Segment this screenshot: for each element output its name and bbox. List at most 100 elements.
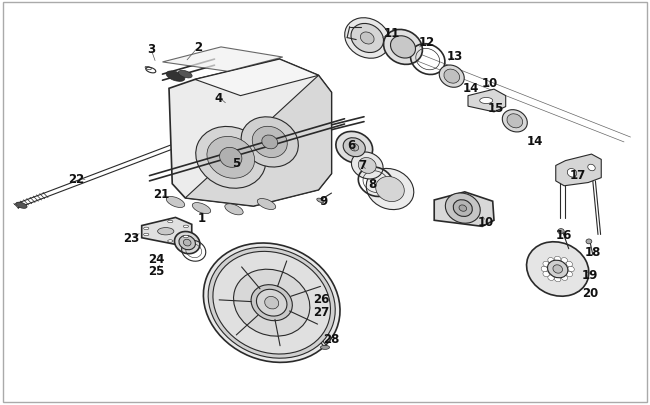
Text: 4: 4 — [215, 92, 223, 104]
Text: 15: 15 — [488, 102, 504, 115]
Polygon shape — [162, 48, 283, 72]
Ellipse shape — [208, 247, 335, 358]
Ellipse shape — [203, 243, 340, 362]
Ellipse shape — [459, 205, 467, 212]
Ellipse shape — [561, 275, 567, 281]
Ellipse shape — [196, 127, 266, 189]
Ellipse shape — [174, 232, 200, 254]
Ellipse shape — [183, 236, 188, 238]
Ellipse shape — [384, 30, 423, 65]
Text: 11: 11 — [384, 27, 400, 40]
Ellipse shape — [233, 270, 310, 336]
Ellipse shape — [568, 266, 574, 272]
Ellipse shape — [352, 153, 383, 179]
Polygon shape — [195, 60, 318, 96]
Text: 27: 27 — [313, 305, 330, 318]
Ellipse shape — [554, 257, 561, 262]
Polygon shape — [434, 192, 494, 227]
Ellipse shape — [265, 297, 279, 309]
Ellipse shape — [252, 127, 287, 158]
Ellipse shape — [541, 266, 547, 272]
Ellipse shape — [320, 345, 330, 350]
Ellipse shape — [558, 229, 564, 234]
FancyBboxPatch shape — [3, 3, 647, 402]
Ellipse shape — [16, 202, 27, 209]
Ellipse shape — [251, 285, 292, 321]
Ellipse shape — [586, 239, 592, 244]
Ellipse shape — [543, 272, 549, 277]
Ellipse shape — [144, 234, 149, 236]
Ellipse shape — [502, 111, 527, 132]
Text: 14: 14 — [463, 82, 480, 95]
Ellipse shape — [358, 158, 376, 174]
Ellipse shape — [445, 194, 480, 224]
Ellipse shape — [168, 221, 173, 223]
Ellipse shape — [166, 197, 185, 208]
Text: 9: 9 — [319, 194, 327, 207]
Polygon shape — [556, 155, 601, 186]
Polygon shape — [185, 76, 332, 207]
Ellipse shape — [548, 258, 554, 263]
Text: 16: 16 — [556, 228, 573, 241]
Text: 1: 1 — [198, 211, 205, 224]
Ellipse shape — [526, 242, 589, 296]
Ellipse shape — [166, 72, 185, 82]
Ellipse shape — [192, 203, 211, 214]
Ellipse shape — [444, 70, 460, 84]
Ellipse shape — [336, 132, 372, 164]
Ellipse shape — [257, 199, 276, 210]
Text: 23: 23 — [124, 232, 140, 245]
Text: 8: 8 — [369, 177, 376, 190]
Ellipse shape — [225, 204, 243, 215]
Text: 5: 5 — [232, 156, 240, 169]
Text: 26: 26 — [313, 292, 330, 305]
Ellipse shape — [317, 198, 324, 203]
Ellipse shape — [168, 240, 173, 243]
Ellipse shape — [439, 66, 464, 88]
Ellipse shape — [554, 277, 561, 282]
Ellipse shape — [360, 33, 374, 45]
Ellipse shape — [376, 177, 404, 202]
Polygon shape — [169, 60, 332, 207]
Text: 18: 18 — [584, 245, 601, 258]
Ellipse shape — [366, 169, 414, 210]
Text: 7: 7 — [359, 159, 367, 172]
Ellipse shape — [179, 236, 196, 250]
Ellipse shape — [178, 71, 192, 79]
Text: 13: 13 — [447, 50, 463, 63]
Text: 22: 22 — [69, 173, 85, 185]
Text: 14: 14 — [526, 134, 543, 147]
Ellipse shape — [158, 228, 174, 235]
Ellipse shape — [547, 260, 568, 278]
Ellipse shape — [543, 262, 549, 267]
Text: 3: 3 — [147, 43, 155, 56]
Ellipse shape — [567, 169, 577, 177]
Ellipse shape — [480, 98, 493, 104]
Text: 17: 17 — [569, 168, 586, 181]
Ellipse shape — [343, 139, 365, 157]
Ellipse shape — [507, 115, 523, 128]
Ellipse shape — [566, 272, 573, 277]
Ellipse shape — [183, 240, 191, 246]
Ellipse shape — [262, 136, 278, 149]
Polygon shape — [142, 218, 192, 245]
Text: 6: 6 — [347, 139, 355, 151]
Ellipse shape — [213, 252, 330, 354]
Ellipse shape — [344, 19, 390, 59]
Text: 19: 19 — [582, 268, 599, 281]
Ellipse shape — [241, 117, 298, 168]
Text: 12: 12 — [419, 36, 435, 49]
Text: 28: 28 — [323, 332, 340, 345]
Text: 10: 10 — [482, 77, 498, 90]
Ellipse shape — [350, 144, 359, 151]
Ellipse shape — [144, 228, 149, 230]
Ellipse shape — [561, 258, 567, 263]
Ellipse shape — [588, 165, 595, 171]
Text: 21: 21 — [153, 188, 169, 201]
Text: 2: 2 — [194, 41, 202, 54]
Ellipse shape — [220, 148, 242, 168]
Ellipse shape — [183, 226, 188, 228]
Ellipse shape — [207, 137, 255, 179]
Ellipse shape — [548, 275, 554, 281]
Text: 25: 25 — [148, 264, 164, 277]
